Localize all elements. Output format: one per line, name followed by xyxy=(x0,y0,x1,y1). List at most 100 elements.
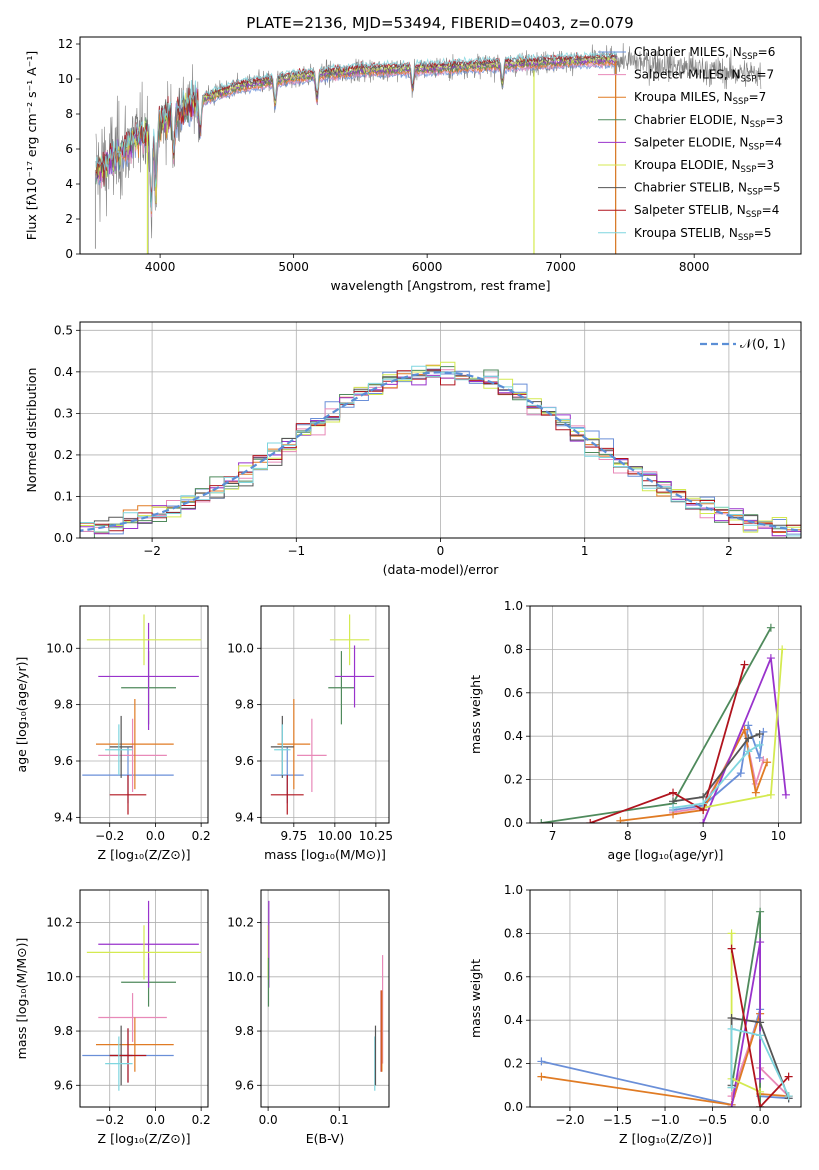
y-tick-label: 10.0 xyxy=(46,970,73,984)
x-tick-label: 0.0 xyxy=(751,1113,770,1127)
y-tick-label: 9.4 xyxy=(235,810,254,824)
weight-line xyxy=(672,733,760,803)
errorbar-kroupa_elodie xyxy=(86,925,202,980)
weight-marker xyxy=(756,1103,765,1107)
y-tick-label: 0.5 xyxy=(54,323,73,337)
y-tick-label: 9.8 xyxy=(235,1024,254,1038)
y-tick-label: 0.4 xyxy=(54,365,73,379)
weight-line xyxy=(730,933,761,1093)
legend-subscript: SSP xyxy=(742,52,758,62)
x-tick-label: −2.0 xyxy=(555,1113,584,1127)
axes-age_vs_mass: 9.75 10.00 10.25 9.4 9.6 9.8 10.0 mass [log₁₀(M… xyxy=(227,605,393,862)
legend-subscript: SSP xyxy=(738,233,754,243)
x-axis-label: (data-model)/error xyxy=(383,562,500,577)
spectrum-legend: Chabrier MILES, NSSP=6 Salpeter MILES, NS… xyxy=(598,45,783,243)
y-tick-label: 0.0 xyxy=(504,1100,523,1114)
x-axis-label: age [log₁₀(age/yr)] xyxy=(608,847,724,862)
weight-line xyxy=(702,657,787,823)
y-tick-label: 10.0 xyxy=(46,641,73,655)
y-tick-label: 9.8 xyxy=(54,1024,73,1038)
weight-marker xyxy=(616,816,625,823)
weight-marker xyxy=(537,1057,546,1066)
residual-hist-kroupa_stelib xyxy=(80,365,801,537)
weight-line xyxy=(672,744,761,809)
legend-label-gaussian: 𝒩(0, 1) xyxy=(740,336,786,351)
legend-text: Salpeter ELODIE, N xyxy=(634,135,748,149)
x-tick-label: 4000 xyxy=(145,260,176,274)
legend-label-chabrier_miles: Chabrier MILES, NSSP=6 xyxy=(634,45,775,62)
errorbar-chabrier_stelib xyxy=(109,715,133,778)
x-axis-label: E(B-V) xyxy=(306,1131,345,1146)
legend-subscript: SSP xyxy=(733,97,749,107)
axes-residuals: −2 −1 0 1 2 0.0 0.1 0.2 0.3 0.4 0.5 (data-model)/er… xyxy=(24,321,802,577)
x-tick-label: −1.5 xyxy=(603,1113,632,1127)
errorbar-kroupa_stelib xyxy=(105,1036,133,1091)
x-tick-label: 8000 xyxy=(679,260,710,274)
x-tick-label: −2 xyxy=(143,544,161,558)
weight-series-salpeter_elodie xyxy=(699,654,790,823)
legend-text: Kroupa ELODIE, N xyxy=(634,158,741,172)
legend-suffix: =6 xyxy=(758,45,776,59)
weight-series-salpeter_stelib xyxy=(727,944,793,1107)
errorbar-kroupa_stelib xyxy=(274,724,291,776)
axes-age_vs_Z: −0.2 0.0 0.2 9.4 9.6 9.8 10.0 Z [log₁₀(Z/Z⊙)] ag… xyxy=(14,605,211,862)
x-tick-label: −1 xyxy=(287,544,305,558)
y-tick-label: 0.2 xyxy=(504,773,523,787)
y-tick-label: 0.0 xyxy=(54,531,73,545)
legend-label-salpeter_miles: Salpeter MILES, NSSP=7 xyxy=(634,68,774,85)
y-tick-label: 0.4 xyxy=(504,1013,523,1027)
legend-suffix: =3 xyxy=(766,113,784,127)
weight-marker xyxy=(784,1072,793,1081)
legend-subscript: SSP xyxy=(748,142,764,152)
x-tick-label: 9.75 xyxy=(280,829,307,843)
legend-subscript: SSP xyxy=(746,210,762,220)
plot-area-age_vs_Z xyxy=(82,614,202,815)
x-tick-label: 0.2 xyxy=(192,829,211,843)
weight-marker xyxy=(740,660,749,669)
weight-marker xyxy=(736,769,745,778)
weight-marker xyxy=(699,819,708,823)
weight-marker xyxy=(778,645,787,654)
y-axis-label: age [log₁₀(age/yr)] xyxy=(14,657,29,773)
axes-frame xyxy=(260,889,390,1108)
errorbar-salpeter_elodie xyxy=(98,900,199,988)
y-tick-label: 1.0 xyxy=(504,883,523,897)
axes-mass_vs_ebv: 0.0 0.1 9.6 9.8 10.0 10.2 E(B-V) xyxy=(227,889,390,1146)
legend-label-chabrier_stelib: Chabrier STELIB, NSSP=5 xyxy=(634,181,781,198)
axes-frame xyxy=(529,605,802,824)
y-tick-label: 12 xyxy=(58,37,73,51)
axes-frame xyxy=(79,605,209,824)
legend-suffix: =4 xyxy=(762,203,780,217)
weight-marker xyxy=(755,730,764,739)
y-tick-label: 0.2 xyxy=(504,1057,523,1071)
spectrum-model-salpeter_stelib xyxy=(95,52,618,193)
errorbar-kroupa_stelib xyxy=(105,724,133,776)
legend-label-salpeter_elodie: Salpeter ELODIE, NSSP=4 xyxy=(634,135,782,152)
errorbar-kroupa_miles xyxy=(96,699,174,790)
weight-marker xyxy=(727,1014,736,1023)
errorbar-salpeter_elodie xyxy=(98,622,199,730)
weight-series-chabrier_elodie xyxy=(537,623,775,823)
weight-marker xyxy=(766,790,775,799)
legend-subscript: SSP xyxy=(747,188,763,198)
weight-marker xyxy=(784,1092,793,1101)
x-tick-label: 0.0 xyxy=(146,1113,165,1127)
weight-marker xyxy=(586,819,595,823)
y-tick-label: 9.8 xyxy=(235,698,254,712)
weight-series-salpeter_stelib xyxy=(586,660,749,823)
axes-weight_vs_Z: −2.0 −1.5 −1.0 −0.5 0.0 0.0 0.2 0.4 0.6 0.8 1.0 Z [… xyxy=(468,883,802,1146)
y-tick-label: 10.0 xyxy=(227,970,254,984)
weight-marker xyxy=(727,929,736,938)
weight-line xyxy=(730,1027,790,1097)
errorbar-salpeter_stelib xyxy=(109,1028,147,1083)
x-tick-label: 0.0 xyxy=(259,1113,278,1127)
x-tick-label: −0.2 xyxy=(95,829,124,843)
y-tick-label: 0.8 xyxy=(504,642,523,656)
legend-text: Chabrier ELODIE, N xyxy=(634,113,750,127)
weight-marker xyxy=(669,788,678,797)
y-tick-label: 0.4 xyxy=(504,729,523,743)
weight-series-kroupa_stelib xyxy=(727,1024,793,1101)
y-tick-label: 9.8 xyxy=(54,698,73,712)
weight-marker xyxy=(756,1031,765,1040)
y-tick-label: 2 xyxy=(65,212,73,226)
